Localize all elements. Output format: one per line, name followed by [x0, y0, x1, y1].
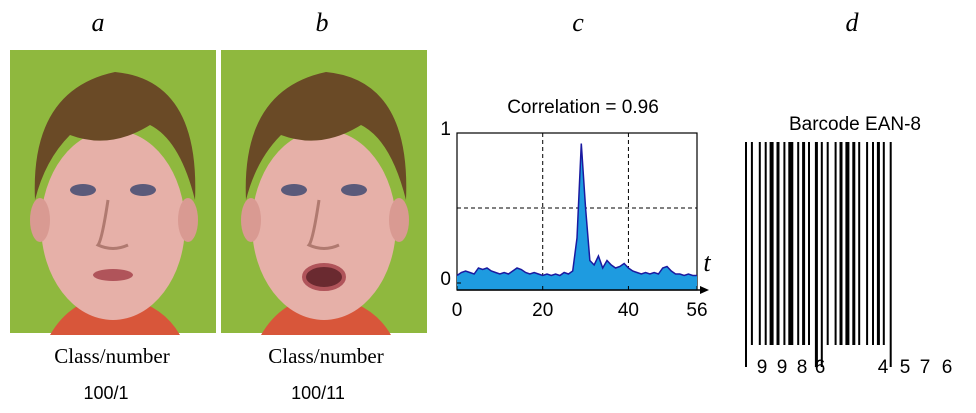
x-axis-label: t	[703, 248, 711, 277]
bar-stripe	[802, 142, 806, 345]
bar-stripe	[788, 142, 794, 345]
x-axis-arrow	[700, 286, 709, 294]
x-tick-label: 40	[618, 300, 639, 321]
barcode-digit: 6	[815, 357, 826, 378]
barcode-digit: 9	[777, 357, 788, 378]
class-number: 100/11	[291, 383, 345, 403]
chart-title: Correlation = 0.96	[507, 97, 659, 118]
bar-stripe	[876, 142, 880, 345]
barcode-digit: 6	[942, 357, 953, 378]
bar-stripe	[889, 142, 892, 367]
caption: Class/number	[54, 344, 170, 368]
barcode	[745, 142, 892, 367]
barcode-digit: 7	[920, 357, 931, 378]
panel-label: a	[92, 8, 105, 37]
face-image	[8, 48, 218, 337]
barcode-digit: 4	[878, 357, 889, 378]
bar-stripe	[866, 142, 869, 345]
bar-stripe	[764, 142, 767, 345]
bar-stripe	[783, 142, 786, 345]
bar-stripe	[882, 142, 885, 345]
bar-stripe	[839, 142, 843, 345]
bar-stripe	[750, 142, 753, 345]
bar-stripe	[872, 142, 874, 345]
bar-stripe	[808, 142, 810, 345]
area	[457, 143, 697, 290]
line	[456, 143, 697, 277]
class-number: 100/1	[83, 383, 128, 403]
x-tick-label: 20	[532, 300, 553, 321]
bar-stripe	[826, 142, 829, 345]
barcode-digit: 5	[900, 357, 911, 378]
barcode-digit: 9	[757, 357, 768, 378]
bar-stripe	[797, 142, 800, 345]
face-image	[219, 48, 429, 337]
bar-stripe	[852, 142, 856, 345]
caption: Class/number	[268, 344, 384, 368]
y-tick-label: 1	[440, 119, 451, 140]
x-tick-label: 56	[686, 300, 707, 321]
bar-stripe	[769, 142, 774, 345]
bar-stripe	[758, 142, 761, 345]
bar-stripe	[820, 142, 823, 367]
bar-stripe	[834, 142, 837, 345]
panel-label: b	[316, 8, 329, 37]
bar-stripe	[776, 142, 780, 345]
bar-stripe	[845, 142, 850, 345]
barcode-title: Barcode EAN-8	[789, 114, 921, 135]
barcode-digit: 8	[797, 357, 808, 378]
panel-label: c	[572, 8, 584, 37]
panel-label: d	[846, 8, 860, 37]
bar-stripe	[858, 142, 861, 345]
bar-stripe	[814, 142, 818, 367]
bar-stripe	[745, 142, 747, 367]
x-tick-label: 0	[452, 300, 463, 321]
y-tick-label: 0	[440, 269, 451, 290]
